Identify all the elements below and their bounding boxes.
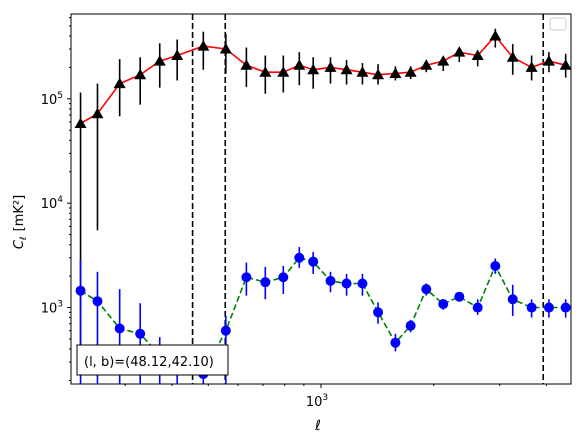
series-1-point-25 — [526, 302, 537, 313]
y-axis-label-unit: [mK²] — [12, 195, 27, 232]
series-1-point-9 — [260, 277, 271, 288]
series-1-point-22 — [472, 302, 483, 313]
series-0-point-20 — [437, 55, 450, 66]
series-0-point-10 — [277, 66, 290, 77]
series-0-point-6 — [197, 40, 210, 51]
y-tick-label-1: 104 — [41, 195, 64, 212]
series-0-point-2 — [113, 77, 126, 89]
plot-content — [74, 14, 571, 384]
series-1-point-2 — [114, 323, 125, 334]
series-1 — [75, 247, 571, 384]
series-1-point-24 — [507, 294, 518, 305]
series-0-point-24 — [506, 51, 519, 62]
series-0-point-23 — [489, 30, 502, 41]
series-0-line — [80, 34, 566, 125]
series-0-point-19 — [420, 59, 433, 70]
series-1-point-1 — [92, 296, 103, 307]
series-1-point-3 — [135, 328, 146, 339]
series-0-point-18 — [404, 66, 417, 77]
series-0-point-12 — [307, 63, 320, 75]
series-0-point-16 — [372, 68, 385, 80]
series-1-point-12 — [308, 256, 319, 267]
series-1-point-10 — [278, 272, 289, 283]
series-1-point-21 — [454, 291, 465, 302]
series-0-point-13 — [324, 61, 337, 72]
axis-ticks: 103 104 105 103 — [41, 17, 548, 410]
series-0-point-8 — [240, 59, 253, 70]
series-0-point-1 — [91, 107, 104, 119]
y-axis-label: Cℓ [mK²] — [12, 195, 29, 249]
annotation-text: (l, b)=(48.12,42.10) — [84, 355, 214, 370]
coordinate-annotation: (l, b)=(48.12,42.10) — [76, 344, 229, 376]
y-axis-label-main: C — [12, 239, 27, 249]
series-0-point-25 — [525, 61, 538, 72]
series-0-point-3 — [134, 68, 147, 80]
series-1-point-15 — [357, 278, 368, 289]
series-0-point-22 — [471, 49, 484, 61]
series-0-point-21 — [453, 46, 466, 57]
series-1-point-14 — [341, 278, 352, 289]
annotation-box — [76, 344, 229, 376]
series-0-point-14 — [340, 63, 353, 75]
series-1-point-20 — [438, 299, 449, 310]
series-1-point-26 — [543, 302, 554, 313]
series-1-point-0 — [75, 285, 86, 296]
y-axis-label-sub: ℓ — [19, 236, 29, 241]
series-1-point-23 — [490, 261, 501, 272]
series-1-line — [80, 256, 566, 376]
x-axis-label: ℓ — [314, 418, 321, 434]
svg-text:Cℓ[mK²]: Cℓ [mK²] — [12, 195, 29, 249]
series-1-point-7 — [220, 325, 231, 336]
series-0-point-17 — [389, 67, 402, 78]
y-tick-label-0: 103 — [41, 300, 63, 317]
series-1-point-17 — [390, 337, 401, 348]
series-0-point-4 — [153, 55, 166, 66]
series-0-point-11 — [293, 59, 306, 70]
series-0-point-0 — [74, 117, 87, 129]
series-0-point-27 — [559, 59, 571, 70]
series-0-point-15 — [356, 66, 369, 77]
series-1-point-13 — [325, 275, 336, 286]
series-0-point-5 — [171, 49, 184, 61]
series-1-point-8 — [241, 272, 252, 283]
series-1-point-18 — [405, 320, 416, 331]
x-tick-label-0: 103 — [306, 393, 328, 410]
series-1-point-11 — [294, 252, 305, 263]
series-0-point-9 — [259, 66, 272, 77]
series-0-point-7 — [219, 43, 232, 54]
y-tick-label-2: 105 — [41, 91, 63, 108]
series-1-point-27 — [560, 302, 571, 313]
series-1-point-19 — [421, 284, 432, 295]
series-0-point-26 — [542, 55, 555, 66]
series-1-point-16 — [373, 307, 384, 318]
legend-box — [549, 17, 567, 31]
